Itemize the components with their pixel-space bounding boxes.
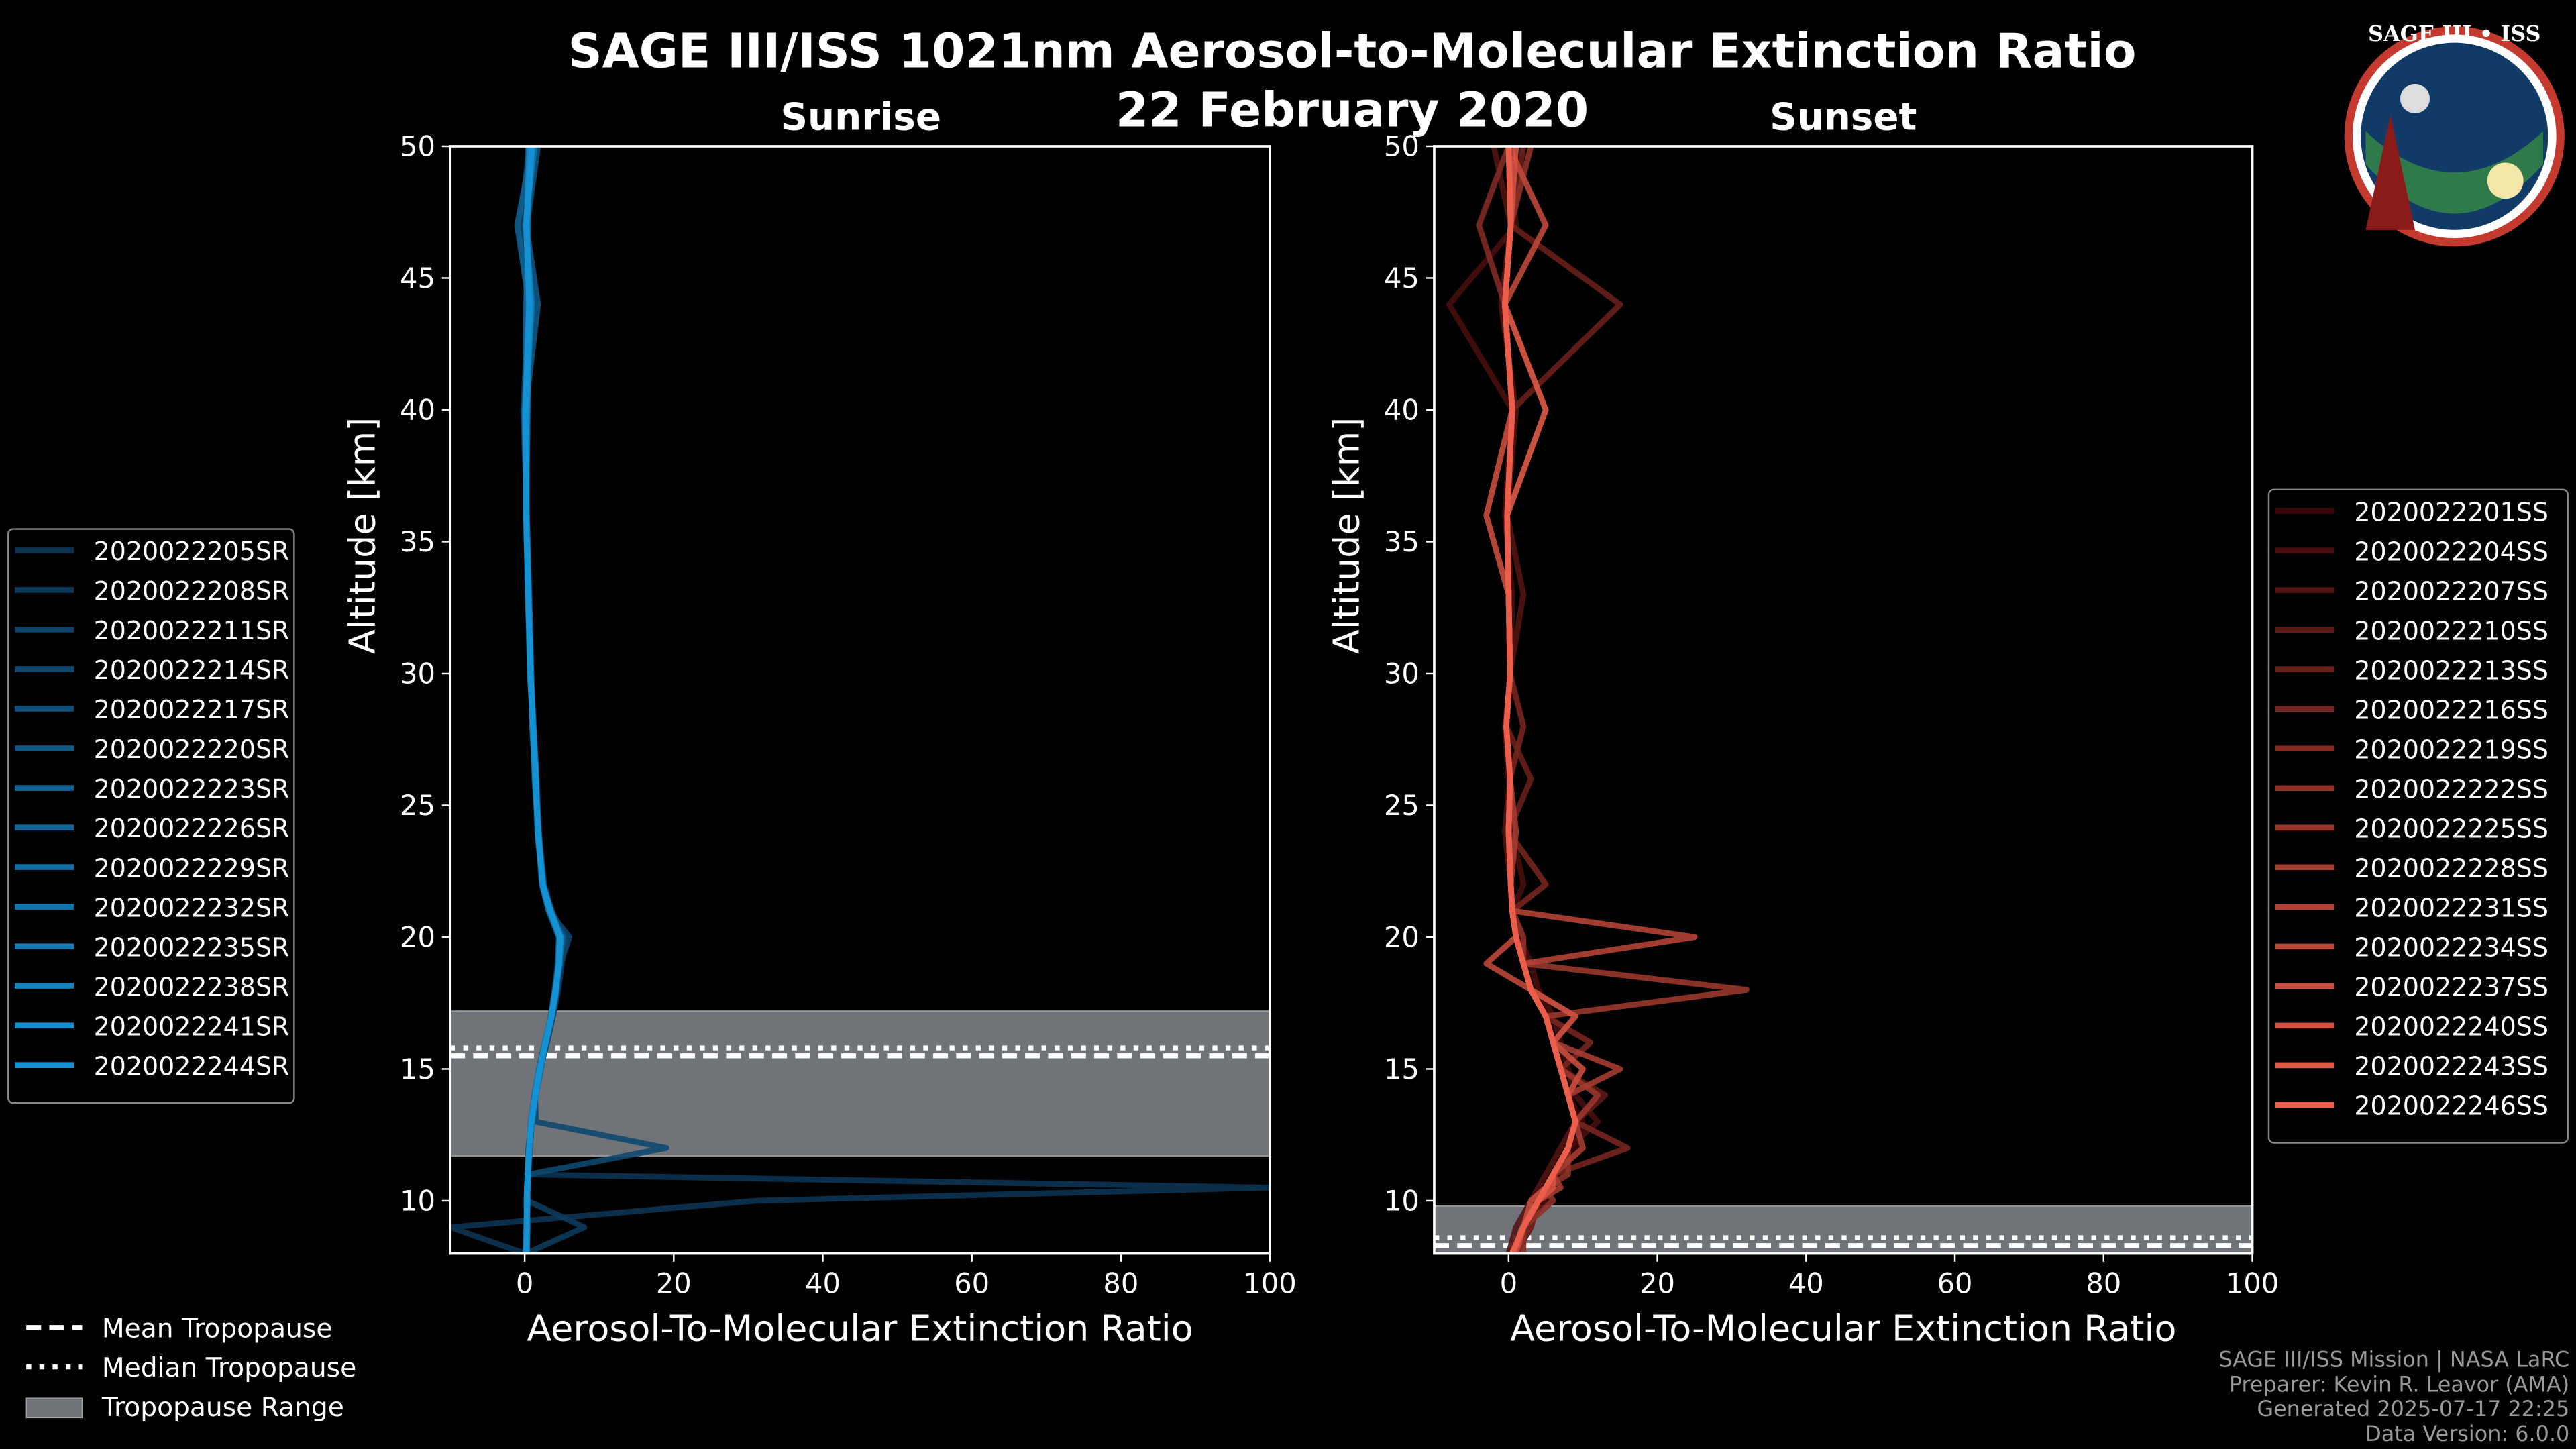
legend-label: 2020022214SR	[94, 655, 290, 685]
x-tick-label: 40	[1788, 1267, 1824, 1299]
logo-text: SAGE III • ISS	[2368, 21, 2541, 46]
legend-label: 2020022234SS	[2354, 933, 2548, 963]
x-tick-label: 100	[2226, 1267, 2279, 1299]
legend-label: 2020022235SR	[94, 932, 290, 962]
tropopause-range-label: Tropopause Range	[101, 1393, 344, 1423]
tropopause-range-band	[450, 1010, 1271, 1157]
y-axis-label: Altitude [km]	[1325, 417, 1367, 654]
y-tick-label: 10	[1384, 1185, 1419, 1218]
footer-data-version: Data Version: 6.0.0	[2365, 1421, 2569, 1446]
x-tick-label: 80	[2086, 1267, 2121, 1299]
y-tick-label: 15	[400, 1053, 435, 1085]
y-tick-label: 30	[1384, 657, 1419, 690]
legend-label: 2020022222SS	[2354, 774, 2548, 804]
y-tick-label: 45	[400, 262, 435, 294]
legend-label: 2020022204SS	[2354, 537, 2548, 566]
legend-label: 2020022225SS	[2354, 814, 2548, 843]
legend-label: 2020022231SS	[2354, 894, 2548, 923]
x-tick-label: 0	[516, 1267, 533, 1299]
mean-tropopause-label: Mean Tropopause	[102, 1313, 333, 1344]
x-tick-label: 20	[1640, 1267, 1675, 1299]
logo-sun-icon	[2487, 162, 2524, 199]
legend-label: 2020022244SR	[94, 1051, 290, 1081]
logo-figure-icon	[2365, 115, 2415, 230]
y-tick-label: 25	[400, 789, 435, 822]
y-tick-label: 10	[400, 1185, 435, 1218]
x-tick-label: 40	[805, 1267, 841, 1299]
tropopause-range-swatch	[25, 1397, 83, 1419]
tropopause-legend: Mean Tropopause Median Tropopause Tropop…	[25, 1313, 356, 1423]
y-tick-label: 40	[1384, 394, 1419, 427]
legend-label: 2020022238SR	[94, 972, 290, 1002]
legend-label: 2020022223SR	[94, 774, 290, 804]
footer-mission: SAGE III/ISS Mission | NASA LaRC	[2218, 1347, 2569, 1373]
y-tick-label: 35	[1384, 525, 1419, 558]
legend-label: 2020022232SR	[94, 893, 290, 922]
sunrise-legend: 2020022205SR 2020022208SR 2020022211SR 2020…	[7, 528, 295, 1104]
y-tick-label: 45	[1384, 262, 1419, 294]
plot-frame	[449, 145, 1271, 1255]
sunset-legend: 2020022201SS 2020022204SS 2020022207SS 2020…	[2267, 488, 2569, 1144]
figure-title: SAGE III/ISS 1021nm Aerosol-to-Molecular…	[568, 23, 2137, 78]
legend-label: 2020022241SR	[94, 1012, 290, 1041]
legend-label: 2020022213SS	[2354, 655, 2548, 685]
legend-label: 2020022217SR	[94, 695, 290, 724]
plot-area	[450, 146, 1271, 1254]
plot-frame	[1433, 145, 2254, 1255]
median-tropopause-label: Median Tropopause	[102, 1353, 356, 1383]
figure-date: 22 February 2020	[1116, 83, 1589, 138]
sunrise-panel-title: Sunrise	[780, 95, 941, 139]
profile-line-2020022244SR	[522, 146, 564, 1254]
legend-label: 2020022207SS	[2354, 576, 2548, 606]
y-tick-label: 25	[1384, 789, 1419, 822]
x-tick-label: 20	[656, 1267, 692, 1299]
legend-label: 2020022201SS	[2354, 497, 2548, 527]
legend-frame	[7, 528, 295, 1104]
x-tick-label: 100	[1243, 1267, 1296, 1299]
y-tick-label: 20	[1384, 921, 1419, 954]
logo-moon-icon	[2400, 83, 2430, 113]
legend-label: 2020022211SR	[94, 616, 290, 645]
footer-credits: SAGE III/ISS Mission | NASA LaRC Prepare…	[2218, 1347, 2569, 1446]
y-tick-label: 35	[400, 525, 435, 558]
legend-label: 2020022228SS	[2354, 854, 2548, 883]
legend-label: 2020022220SR	[94, 735, 290, 764]
legend-label: 2020022226SR	[94, 814, 290, 843]
legend-frame	[2267, 488, 2569, 1144]
legend-label: 2020022216SS	[2354, 695, 2548, 724]
plot-area	[1434, 146, 2253, 1254]
legend-label: 2020022205SR	[94, 537, 290, 566]
footer-generated: Generated 2025-07-17 22:25	[2257, 1396, 2569, 1421]
legend-label: 2020022240SS	[2354, 1012, 2548, 1042]
sunrise-plot: 0 20 40 60 80 100 10 15 20 25 30 35 40 45 50 Aerosol-To…	[341, 130, 1296, 1350]
x-tick-label: 0	[1500, 1267, 1517, 1299]
legend-label: 2020022246SS	[2354, 1091, 2548, 1121]
sunset-plot: 0 20 40 60 80 100 10 15 20 25 30 35 40 45 50 Aerosol-To…	[1325, 130, 2279, 1350]
legend-label: 2020022243SS	[2354, 1052, 2548, 1081]
sunset-panel-title: Sunset	[1770, 95, 1917, 139]
x-axis-label: Aerosol-To-Molecular Extinction Ratio	[527, 1307, 1193, 1349]
legend-label: 2020022210SS	[2354, 616, 2548, 645]
y-tick-label: 15	[1384, 1053, 1419, 1085]
sage-iii-iss-logo: SAGE III • ISS	[2344, 21, 2565, 247]
legend-label: 2020022237SS	[2354, 973, 2548, 1002]
x-axis-label: Aerosol-To-Molecular Extinction Ratio	[1510, 1307, 2176, 1349]
footer-preparer: Preparer: Kevin R. Leavor (AMA)	[2229, 1371, 2569, 1397]
legend-label: 2020022219SS	[2354, 735, 2548, 764]
legend-label: 2020022208SR	[94, 576, 290, 606]
y-tick-label: 40	[400, 394, 435, 427]
profile-line-2020022246SS	[1501, 146, 1578, 1254]
x-tick-label: 60	[954, 1267, 989, 1299]
y-tick-label: 30	[400, 657, 435, 690]
x-tick-label: 80	[1103, 1267, 1138, 1299]
y-tick-label: 50	[400, 130, 435, 163]
y-tick-label: 50	[1384, 130, 1419, 163]
legend-label: 2020022229SR	[94, 853, 290, 883]
y-axis-label: Altitude [km]	[341, 417, 383, 654]
y-tick-label: 20	[400, 921, 435, 954]
x-tick-label: 60	[1937, 1267, 1973, 1299]
